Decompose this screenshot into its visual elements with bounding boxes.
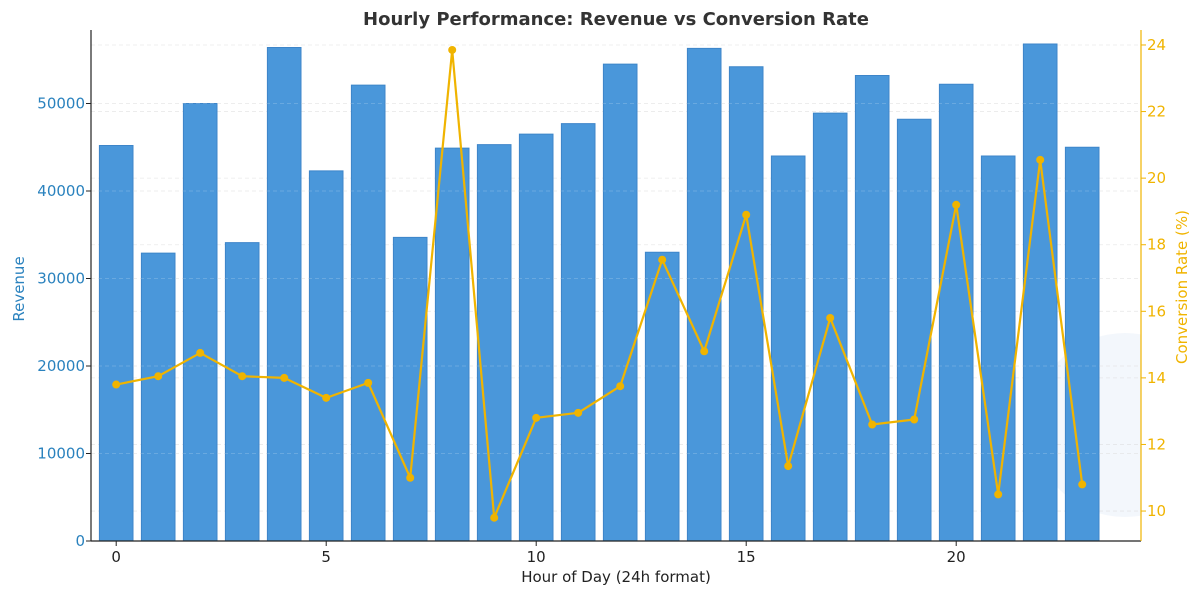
conversion-line [112, 45, 1087, 522]
bar-hour-7 [392, 236, 428, 542]
conversion-point-hour-9 [490, 513, 499, 522]
y2-tick-label: 20 [1147, 169, 1166, 187]
conversion-point-hour-18 [868, 420, 877, 429]
bar-hour-1 [140, 252, 176, 542]
conversion-line-path [115, 48, 1084, 519]
conversion-point-hour-6 [364, 378, 373, 387]
bar-hour-9 [476, 144, 512, 542]
bar-hour-18 [854, 75, 890, 542]
bar-hour-23 [1064, 146, 1100, 542]
y2-tick-label: 16 [1147, 302, 1166, 320]
bar-hour-3 [224, 242, 260, 542]
bar-hour-20 [938, 83, 974, 542]
conversion-point-hour-13 [658, 255, 667, 264]
y-tick-label: 50000 [37, 95, 85, 113]
y2-tick-label: 14 [1147, 369, 1166, 387]
y2-tick-label: 22 [1147, 103, 1166, 121]
y-tick-label: 20000 [37, 357, 85, 375]
conversion-point-hour-3 [238, 372, 247, 381]
axes: 0 5 10 15 20 0 10000 20000 30000 40000 50000 10 12 14… [37, 30, 1166, 566]
conversion-point-hour-11 [574, 408, 583, 417]
y2-tick-label: 24 [1147, 36, 1166, 54]
bar-hour-14 [686, 47, 722, 542]
conversion-point-hour-12 [616, 382, 625, 391]
y-tick-label: 10000 [37, 445, 85, 463]
conversion-point-hour-15 [742, 210, 751, 219]
bar-hour-5 [308, 170, 344, 542]
conversion-point-hour-7 [406, 473, 415, 482]
conversion-point-hour-10 [532, 413, 541, 422]
y2-tick-label: 12 [1147, 435, 1166, 453]
bar-hour-2 [182, 103, 218, 542]
bar-hour-12 [602, 63, 638, 542]
conversion-point-hour-14 [700, 347, 709, 356]
conversion-point-hour-21 [994, 490, 1003, 499]
conversion-point-hour-8 [448, 45, 457, 54]
y2-tick-label: 10 [1147, 502, 1166, 520]
conversion-point-hour-4 [280, 373, 289, 382]
conversion-point-hour-20 [952, 200, 961, 209]
conversion-point-hour-2 [196, 348, 205, 357]
y-axis-label: Revenue [10, 256, 28, 321]
x-tick-label: 10 [527, 548, 546, 566]
bar-hour-10 [518, 133, 554, 542]
bar-hour-6 [350, 84, 386, 542]
bar-hour-8 [434, 147, 470, 542]
x-axis-label: Hour of Day (24h format) [521, 568, 711, 586]
y2-axis-label: Conversion Rate (%) [1173, 210, 1191, 364]
bar-hour-15 [728, 66, 764, 542]
conversion-point-hour-17 [826, 313, 835, 322]
x-tick-label: 15 [737, 548, 756, 566]
bar-hour-11 [560, 123, 596, 542]
bar-hour-22 [1022, 43, 1058, 542]
bar-hour-17 [812, 112, 848, 542]
bar-hour-0 [98, 145, 134, 542]
revenue-bars [91, 43, 1141, 542]
conversion-point-hour-19 [910, 415, 919, 424]
y-tick-label: 30000 [37, 270, 85, 288]
bar-hour-19 [896, 118, 932, 542]
x-tick-label: 0 [111, 548, 121, 566]
x-tick-label: 20 [947, 548, 966, 566]
conversion-point-hour-5 [322, 393, 331, 402]
bar-hour-13 [644, 251, 680, 542]
y2-tick-label: 18 [1147, 236, 1166, 254]
y-tick-label: 40000 [37, 182, 85, 200]
conversion-point-hour-23 [1078, 480, 1087, 489]
chart-title: Hourly Performance: Revenue vs Conversio… [363, 9, 869, 30]
bar-hour-21 [980, 155, 1016, 542]
y-tick-label: 0 [75, 532, 85, 550]
x-tick-label: 5 [321, 548, 331, 566]
bar-hour-16 [770, 155, 806, 542]
bar-hour-4 [266, 47, 302, 542]
conversion-point-hour-22 [1036, 155, 1045, 164]
conversion-point-hour-1 [154, 372, 163, 381]
conversion-point-hour-0 [112, 380, 121, 389]
conversion-point-hour-16 [784, 462, 793, 471]
